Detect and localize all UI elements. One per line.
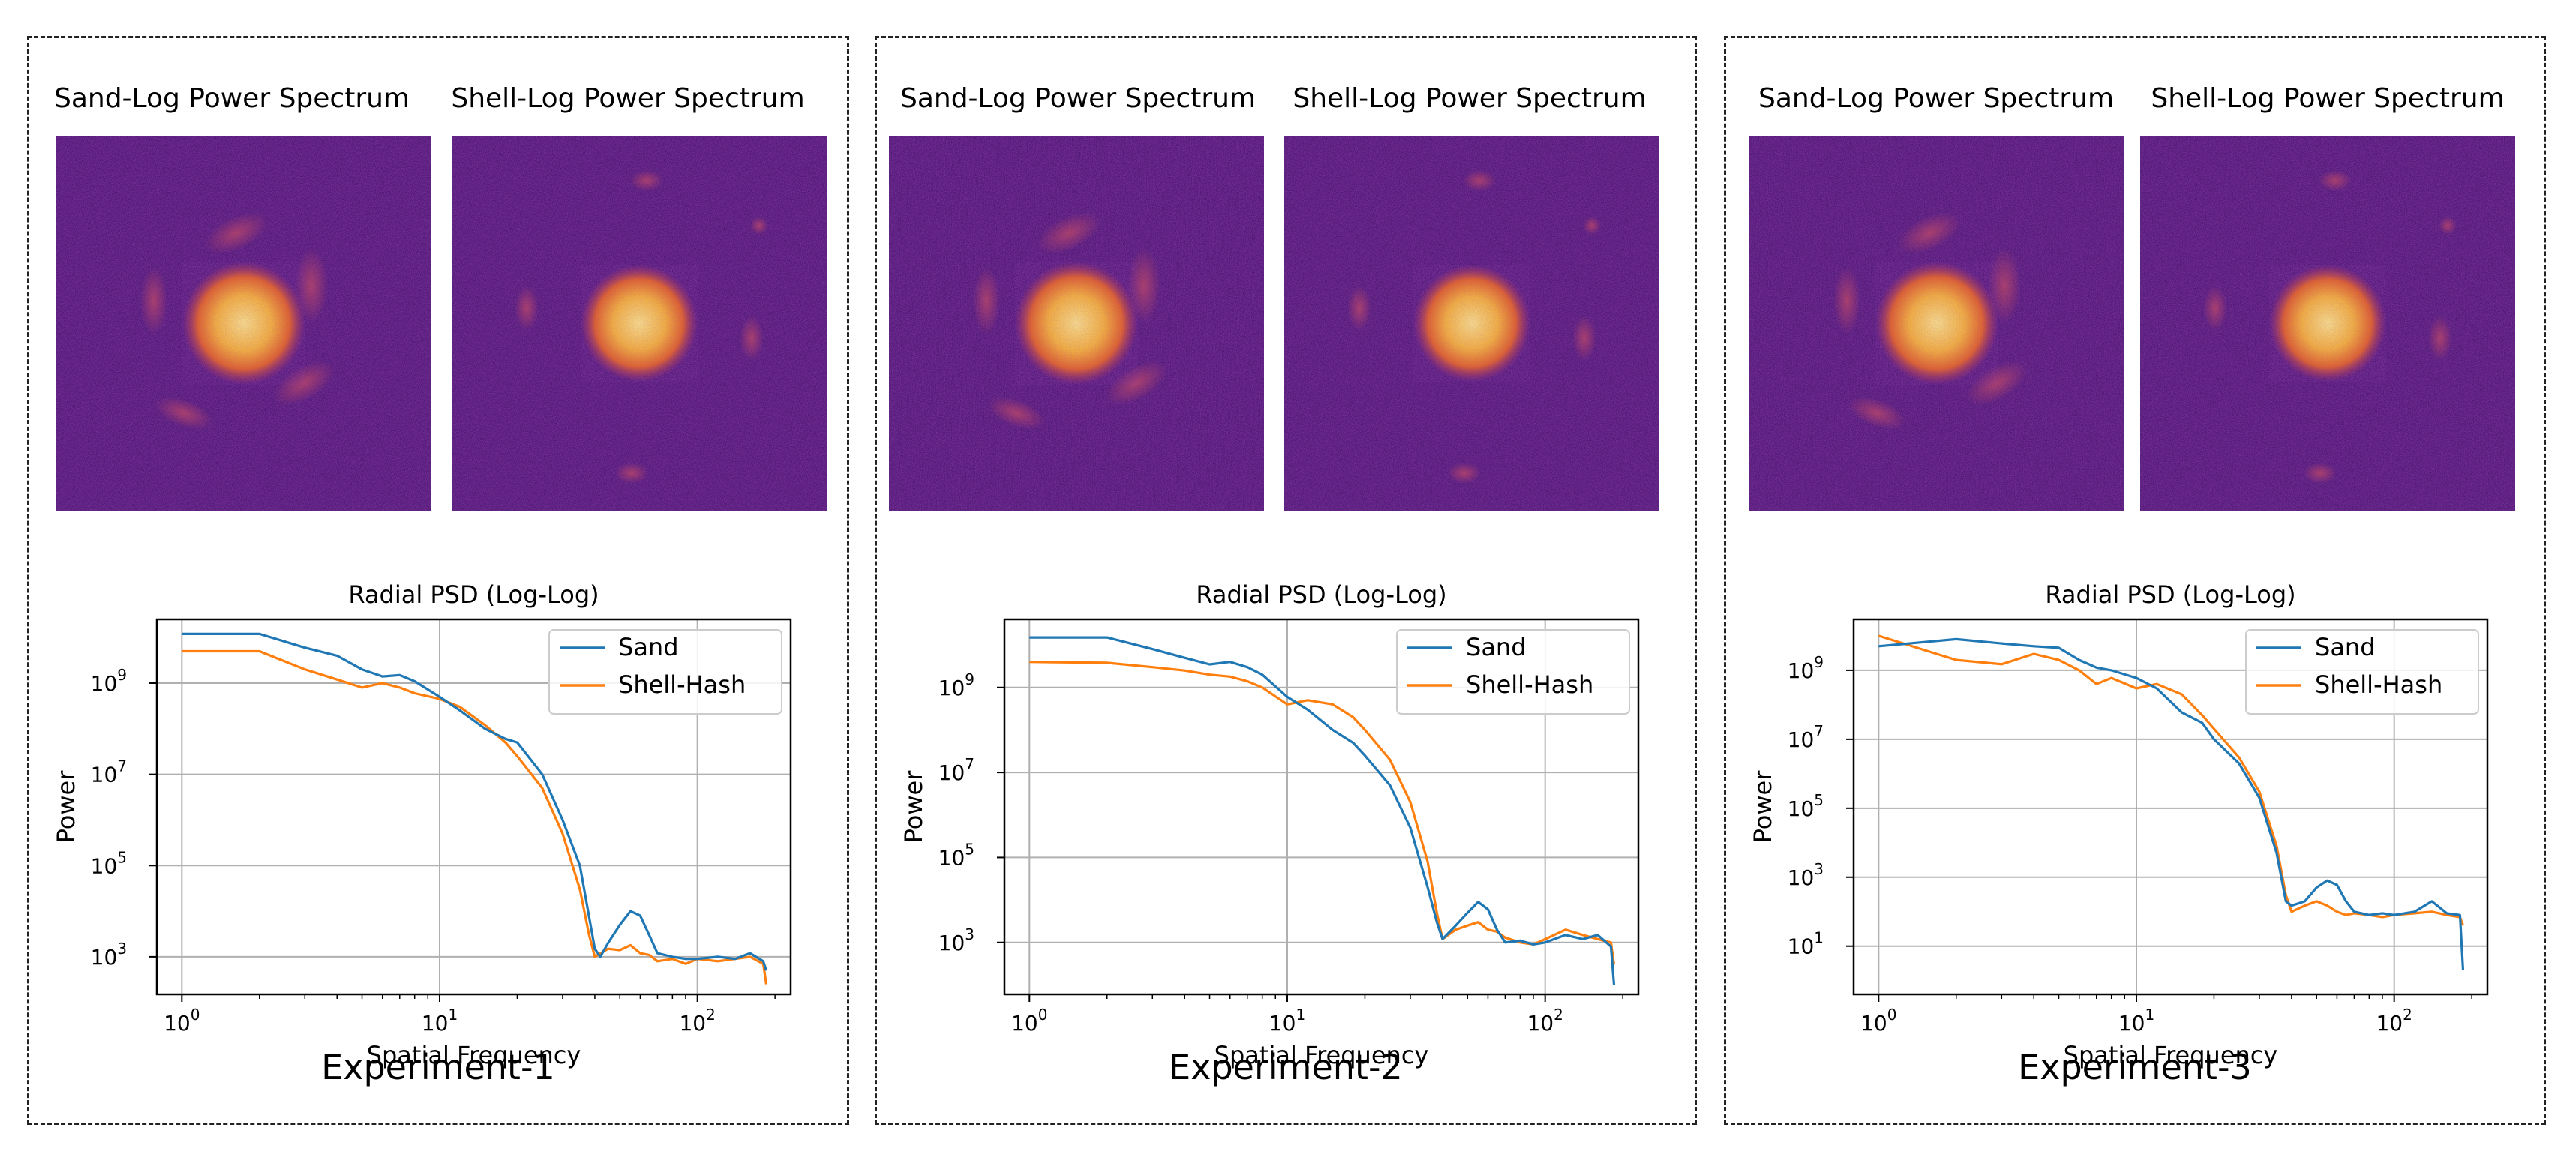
x-tick-label: 100 bbox=[164, 1006, 200, 1036]
experiment-panel-1: Sand-Log Power Spectrum Shell-Log Power … bbox=[27, 36, 849, 1125]
y-tick-label: 105 bbox=[91, 848, 127, 878]
sand-spectrum-title: Sand-Log Power Spectrum bbox=[53, 83, 410, 114]
x-tick-label: 100 bbox=[1011, 1006, 1047, 1036]
legend-label: Sand bbox=[2315, 633, 2376, 661]
y-axis-label: Power bbox=[52, 770, 80, 844]
legend-label: Sand bbox=[618, 633, 679, 661]
y-tick-label: 107 bbox=[938, 755, 974, 785]
psd-plot-svg: Radial PSD (Log-Log) 100 101 102 101 103 105 10… bbox=[1749, 580, 2489, 1069]
experiment-label: Experiment-1 bbox=[321, 1047, 555, 1087]
x-tick-label: 102 bbox=[679, 1006, 715, 1036]
x-axis-label: Spatial Frequency bbox=[367, 1041, 581, 1069]
legend: Sand Shell-Hash bbox=[1396, 629, 1630, 715]
shell-log-power-spectrum-image bbox=[452, 136, 827, 511]
y-axis-label: Power bbox=[899, 770, 928, 844]
x-tick-label: 100 bbox=[1860, 1006, 1896, 1036]
y-tick-label: 107 bbox=[91, 757, 127, 787]
plot-frame bbox=[1852, 618, 2489, 996]
x-tick-label: 102 bbox=[2376, 1006, 2412, 1036]
y-axis-label: Power bbox=[1749, 770, 1777, 844]
series-line-shell-hash bbox=[1029, 661, 1616, 965]
y-tick-label: 109 bbox=[1788, 653, 1824, 683]
radial-psd-chart: Radial PSD (Log-Log) 100 101 102 101 103 105 10… bbox=[1726, 533, 2548, 1088]
shell-log-power-spectrum-image bbox=[2140, 136, 2515, 511]
x-tick-label: 102 bbox=[1527, 1006, 1563, 1036]
chart-title: Radial PSD (Log-Log) bbox=[1196, 580, 1446, 609]
chart-title: Radial PSD (Log-Log) bbox=[2045, 580, 2295, 609]
y-tick-label: 101 bbox=[1788, 929, 1824, 959]
y-tick-label: 109 bbox=[91, 666, 127, 696]
sand-log-power-spectrum-image bbox=[889, 136, 1264, 511]
experiment-panel-2: Sand-Log Power Spectrum Shell-Log Power … bbox=[875, 36, 1697, 1125]
y-tick-label: 107 bbox=[1788, 722, 1824, 752]
shell-spectrum-title: Shell-Log Power Spectrum bbox=[451, 83, 805, 114]
sand-spectrum-title: Sand-Log Power Spectrum bbox=[1758, 83, 2115, 114]
plot-frame bbox=[155, 618, 792, 996]
plot-frame bbox=[1003, 618, 1640, 996]
sand-log-power-spectrum-image bbox=[56, 136, 431, 511]
legend-label: Shell-Hash bbox=[618, 670, 746, 699]
y-tick-label: 109 bbox=[938, 670, 974, 700]
y-tick-label: 103 bbox=[1788, 860, 1824, 890]
psd-plot-svg: Radial PSD (Log-Log) 100 101 102 103 105 107 10… bbox=[899, 580, 1640, 1069]
sand-spectrum-title: Sand-Log Power Spectrum bbox=[899, 83, 1256, 114]
legend: Sand Shell-Hash bbox=[2245, 629, 2479, 715]
series-line-sand bbox=[1029, 636, 1616, 985]
experiment-label: Experiment-2 bbox=[1169, 1047, 1403, 1087]
shell-log-power-spectrum-image bbox=[1284, 136, 1659, 511]
radial-psd-chart: Radial PSD (Log-Log) 100 101 102 103 105 107 10… bbox=[877, 533, 1699, 1088]
experiment-panel-3: Sand-Log Power Spectrum Shell-Log Power … bbox=[1724, 36, 2546, 1125]
legend-label: Shell-Hash bbox=[1466, 670, 1593, 699]
shell-spectrum-title: Shell-Log Power Spectrum bbox=[2151, 83, 2505, 114]
legend-label: Shell-Hash bbox=[2315, 670, 2442, 699]
chart-title: Radial PSD (Log-Log) bbox=[348, 580, 599, 609]
psd-plot-svg: Radial PSD (Log-Log) 100 101 102 103 105 107 10… bbox=[52, 580, 792, 1069]
shell-spectrum-title: Shell-Log Power Spectrum bbox=[1293, 83, 1647, 114]
y-tick-label: 105 bbox=[938, 840, 974, 870]
y-tick-label: 103 bbox=[938, 925, 974, 955]
legend: Sand Shell-Hash bbox=[548, 629, 782, 715]
y-tick-label: 103 bbox=[91, 940, 127, 970]
x-tick-label: 101 bbox=[1269, 1006, 1305, 1036]
experiment-label: Experiment-3 bbox=[2018, 1047, 2252, 1087]
x-axis-label: Spatial Frequency bbox=[1214, 1041, 1429, 1069]
x-axis-label: Spatial Frequency bbox=[2064, 1041, 2278, 1069]
sand-log-power-spectrum-image bbox=[1749, 136, 2124, 511]
legend-label: Sand bbox=[1466, 633, 1527, 661]
radial-psd-chart: Radial PSD (Log-Log) 100 101 102 103 105 107 10… bbox=[29, 533, 851, 1088]
x-tick-label: 101 bbox=[422, 1006, 458, 1036]
y-tick-label: 105 bbox=[1788, 791, 1824, 821]
series-line-sand bbox=[1878, 637, 2465, 970]
series-line-sand bbox=[182, 632, 768, 971]
x-tick-label: 101 bbox=[2118, 1006, 2154, 1036]
